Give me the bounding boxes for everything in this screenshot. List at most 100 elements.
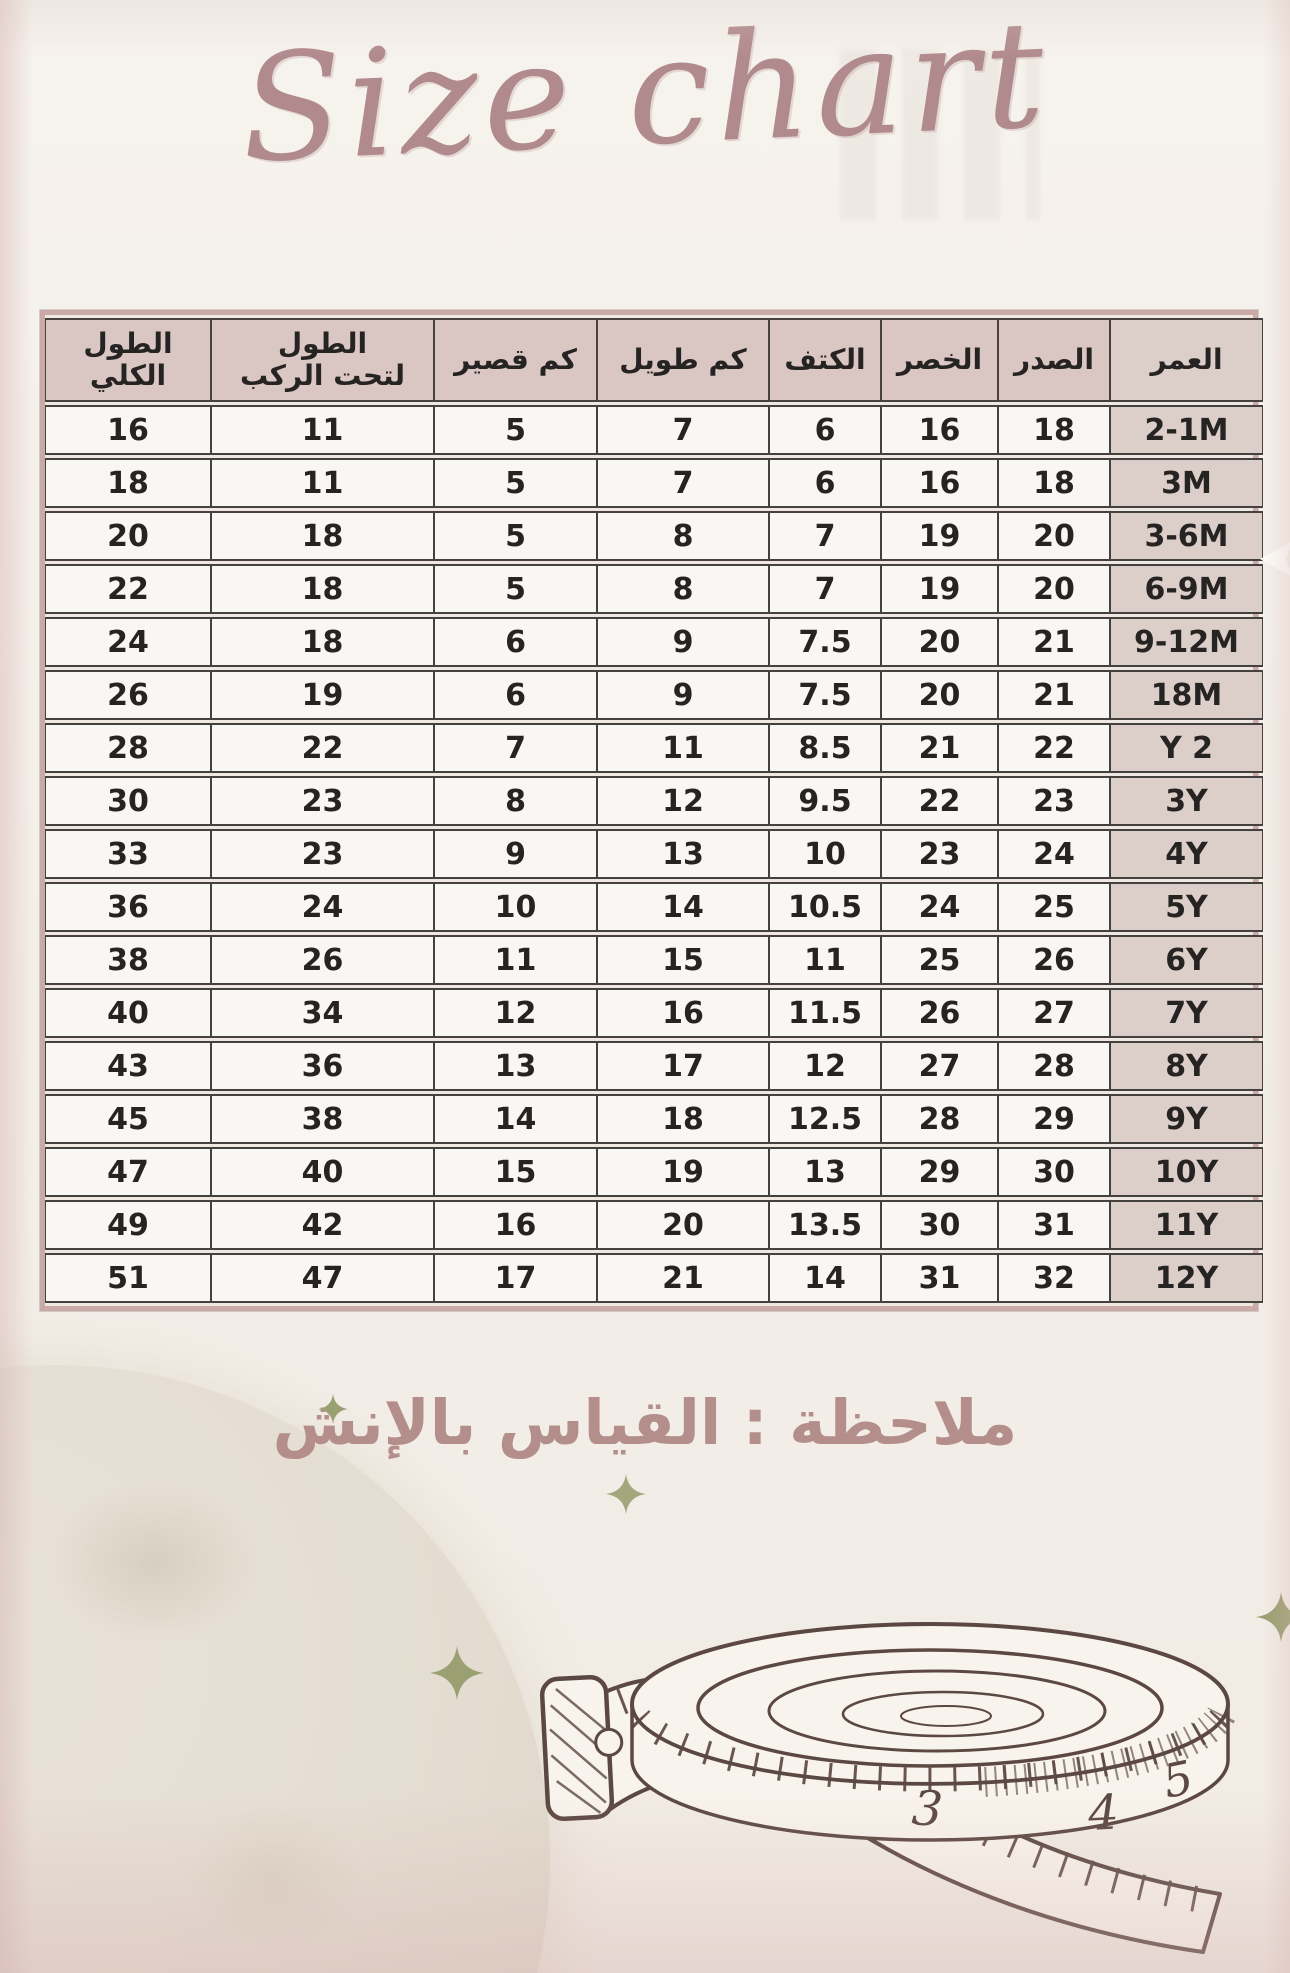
cell-sleeve_long: 9 bbox=[597, 617, 769, 667]
cell-chest: 24 bbox=[998, 829, 1110, 879]
table-header-row: العمر الصدر الخصر الكتف كم طويل كم قصير الطول … bbox=[45, 318, 1263, 402]
cell-sleeve_short: 9 bbox=[434, 829, 597, 879]
column-header-waist: الخصر bbox=[881, 318, 998, 402]
cell-sleeve_short: 6 bbox=[434, 617, 597, 667]
cell-sleeve_short: 5 bbox=[434, 405, 597, 455]
arrow-decoration bbox=[1260, 540, 1290, 578]
cell-sleeve_short: 10 bbox=[434, 882, 597, 932]
cell-shoulder: 14 bbox=[769, 1253, 881, 1303]
cell-age: 9Y bbox=[1110, 1094, 1263, 1144]
cell-chest: 21 bbox=[998, 670, 1110, 720]
table-row: 9Y 29 28 12.5 18 14 38 45 bbox=[45, 1094, 1263, 1144]
column-header-age: العمر bbox=[1110, 318, 1263, 402]
cell-sleeve_long: 17 bbox=[597, 1041, 769, 1091]
cell-waist: 24 bbox=[881, 882, 998, 932]
cell-sleeve_short: 12 bbox=[434, 988, 597, 1038]
cell-age: 3Y bbox=[1110, 776, 1263, 826]
cell-chest: 18 bbox=[998, 458, 1110, 508]
cell-sleeve_long: 7 bbox=[597, 405, 769, 455]
column-header-chest: الصدر bbox=[998, 318, 1110, 402]
cell-sleeve_short: 14 bbox=[434, 1094, 597, 1144]
cell-length_below_knee: 34 bbox=[211, 988, 434, 1038]
cell-waist: 20 bbox=[881, 670, 998, 720]
table-row: 7Y 27 26 11.5 16 12 34 40 bbox=[45, 988, 1263, 1038]
sparkle-icon bbox=[1256, 1592, 1290, 1642]
cell-sleeve_long: 9 bbox=[597, 670, 769, 720]
cell-shoulder: 11.5 bbox=[769, 988, 881, 1038]
table-row: 2-1M 18 16 6 7 5 11 16 bbox=[45, 405, 1263, 455]
cell-waist: 20 bbox=[881, 617, 998, 667]
cell-length_below_knee: 18 bbox=[211, 617, 434, 667]
column-header-sleeve_long: كم طويل bbox=[597, 318, 769, 402]
cell-sleeve_long: 14 bbox=[597, 882, 769, 932]
cell-chest: 31 bbox=[998, 1200, 1110, 1250]
cell-length_below_knee: 40 bbox=[211, 1147, 434, 1197]
cell-age: 6Y bbox=[1110, 935, 1263, 985]
cell-sleeve_short: 16 bbox=[434, 1200, 597, 1250]
cell-waist: 28 bbox=[881, 1094, 998, 1144]
cell-sleeve_short: 5 bbox=[434, 511, 597, 561]
table-row: 3M 18 16 6 7 5 11 18 bbox=[45, 458, 1263, 508]
cell-length_below_knee: 11 bbox=[211, 405, 434, 455]
cell-shoulder: 10.5 bbox=[769, 882, 881, 932]
cell-total_length: 49 bbox=[45, 1200, 211, 1250]
cell-sleeve_long: 16 bbox=[597, 988, 769, 1038]
table-row: 3Y 23 22 9.5 12 8 23 30 bbox=[45, 776, 1263, 826]
cell-sleeve_long: 20 bbox=[597, 1200, 769, 1250]
cell-age: 3-6M bbox=[1110, 511, 1263, 561]
cell-chest: 30 bbox=[998, 1147, 1110, 1197]
table-row: 10Y 30 29 13 19 15 40 47 bbox=[45, 1147, 1263, 1197]
cell-waist: 19 bbox=[881, 511, 998, 561]
tape-end-clasp bbox=[539, 1674, 624, 1822]
cell-waist: 16 bbox=[881, 405, 998, 455]
cell-sleeve_long: 8 bbox=[597, 564, 769, 614]
cell-length_below_knee: 42 bbox=[211, 1200, 434, 1250]
cell-sleeve_long: 21 bbox=[597, 1253, 769, 1303]
cell-total_length: 16 bbox=[45, 405, 211, 455]
table-row: 9-12M 21 20 7.5 9 6 18 24 bbox=[45, 617, 1263, 667]
page-title: Size chart bbox=[237, 0, 1053, 196]
cell-length_below_knee: 22 bbox=[211, 723, 434, 773]
cell-age: 8Y bbox=[1110, 1041, 1263, 1091]
cell-length_below_knee: 18 bbox=[211, 564, 434, 614]
column-header-length_below_knee: الطول لتحت الركب bbox=[211, 318, 434, 402]
cell-total_length: 38 bbox=[45, 935, 211, 985]
table-row: 5Y 25 24 10.5 14 10 24 36 bbox=[45, 882, 1263, 932]
cell-length_below_knee: 23 bbox=[211, 776, 434, 826]
cell-sleeve_short: 6 bbox=[434, 670, 597, 720]
cell-chest: 25 bbox=[998, 882, 1110, 932]
table-body: 2-1M 18 16 6 7 5 11 16 3M 18 16 6 7 5 11 18 3-6M 20 19 7 8 5 1… bbox=[45, 405, 1263, 1303]
cell-total_length: 30 bbox=[45, 776, 211, 826]
cell-sleeve_long: 15 bbox=[597, 935, 769, 985]
cell-age: 18M bbox=[1110, 670, 1263, 720]
cell-waist: 26 bbox=[881, 988, 998, 1038]
column-header-shoulder: الكتف bbox=[769, 318, 881, 402]
cell-total_length: 20 bbox=[45, 511, 211, 561]
tape-number: 3 bbox=[910, 1780, 944, 1838]
cell-chest: 22 bbox=[998, 723, 1110, 773]
cell-shoulder: 8.5 bbox=[769, 723, 881, 773]
table-row: 2 Y 22 21 8.5 11 7 22 28 bbox=[45, 723, 1263, 773]
cell-age: 7Y bbox=[1110, 988, 1263, 1038]
cell-length_below_knee: 38 bbox=[211, 1094, 434, 1144]
cell-chest: 21 bbox=[998, 617, 1110, 667]
cell-shoulder: 7 bbox=[769, 511, 881, 561]
cell-chest: 28 bbox=[998, 1041, 1110, 1091]
cell-age: 2 Y bbox=[1110, 723, 1263, 773]
cell-total_length: 28 bbox=[45, 723, 211, 773]
cell-chest: 20 bbox=[998, 564, 1110, 614]
cell-shoulder: 7 bbox=[769, 564, 881, 614]
cell-total_length: 18 bbox=[45, 458, 211, 508]
cell-waist: 23 bbox=[881, 829, 998, 879]
cell-age: 12Y bbox=[1110, 1253, 1263, 1303]
cell-shoulder: 13 bbox=[769, 1147, 881, 1197]
background-pattern bbox=[840, 50, 1040, 220]
table-row: 12Y 32 31 14 21 17 47 51 bbox=[45, 1253, 1263, 1303]
sparkle-icon bbox=[430, 1646, 484, 1700]
table-row: 6Y 26 25 11 15 11 26 38 bbox=[45, 935, 1263, 985]
cell-length_below_knee: 24 bbox=[211, 882, 434, 932]
cell-chest: 20 bbox=[998, 511, 1110, 561]
cell-sleeve_short: 5 bbox=[434, 458, 597, 508]
cell-total_length: 40 bbox=[45, 988, 211, 1038]
